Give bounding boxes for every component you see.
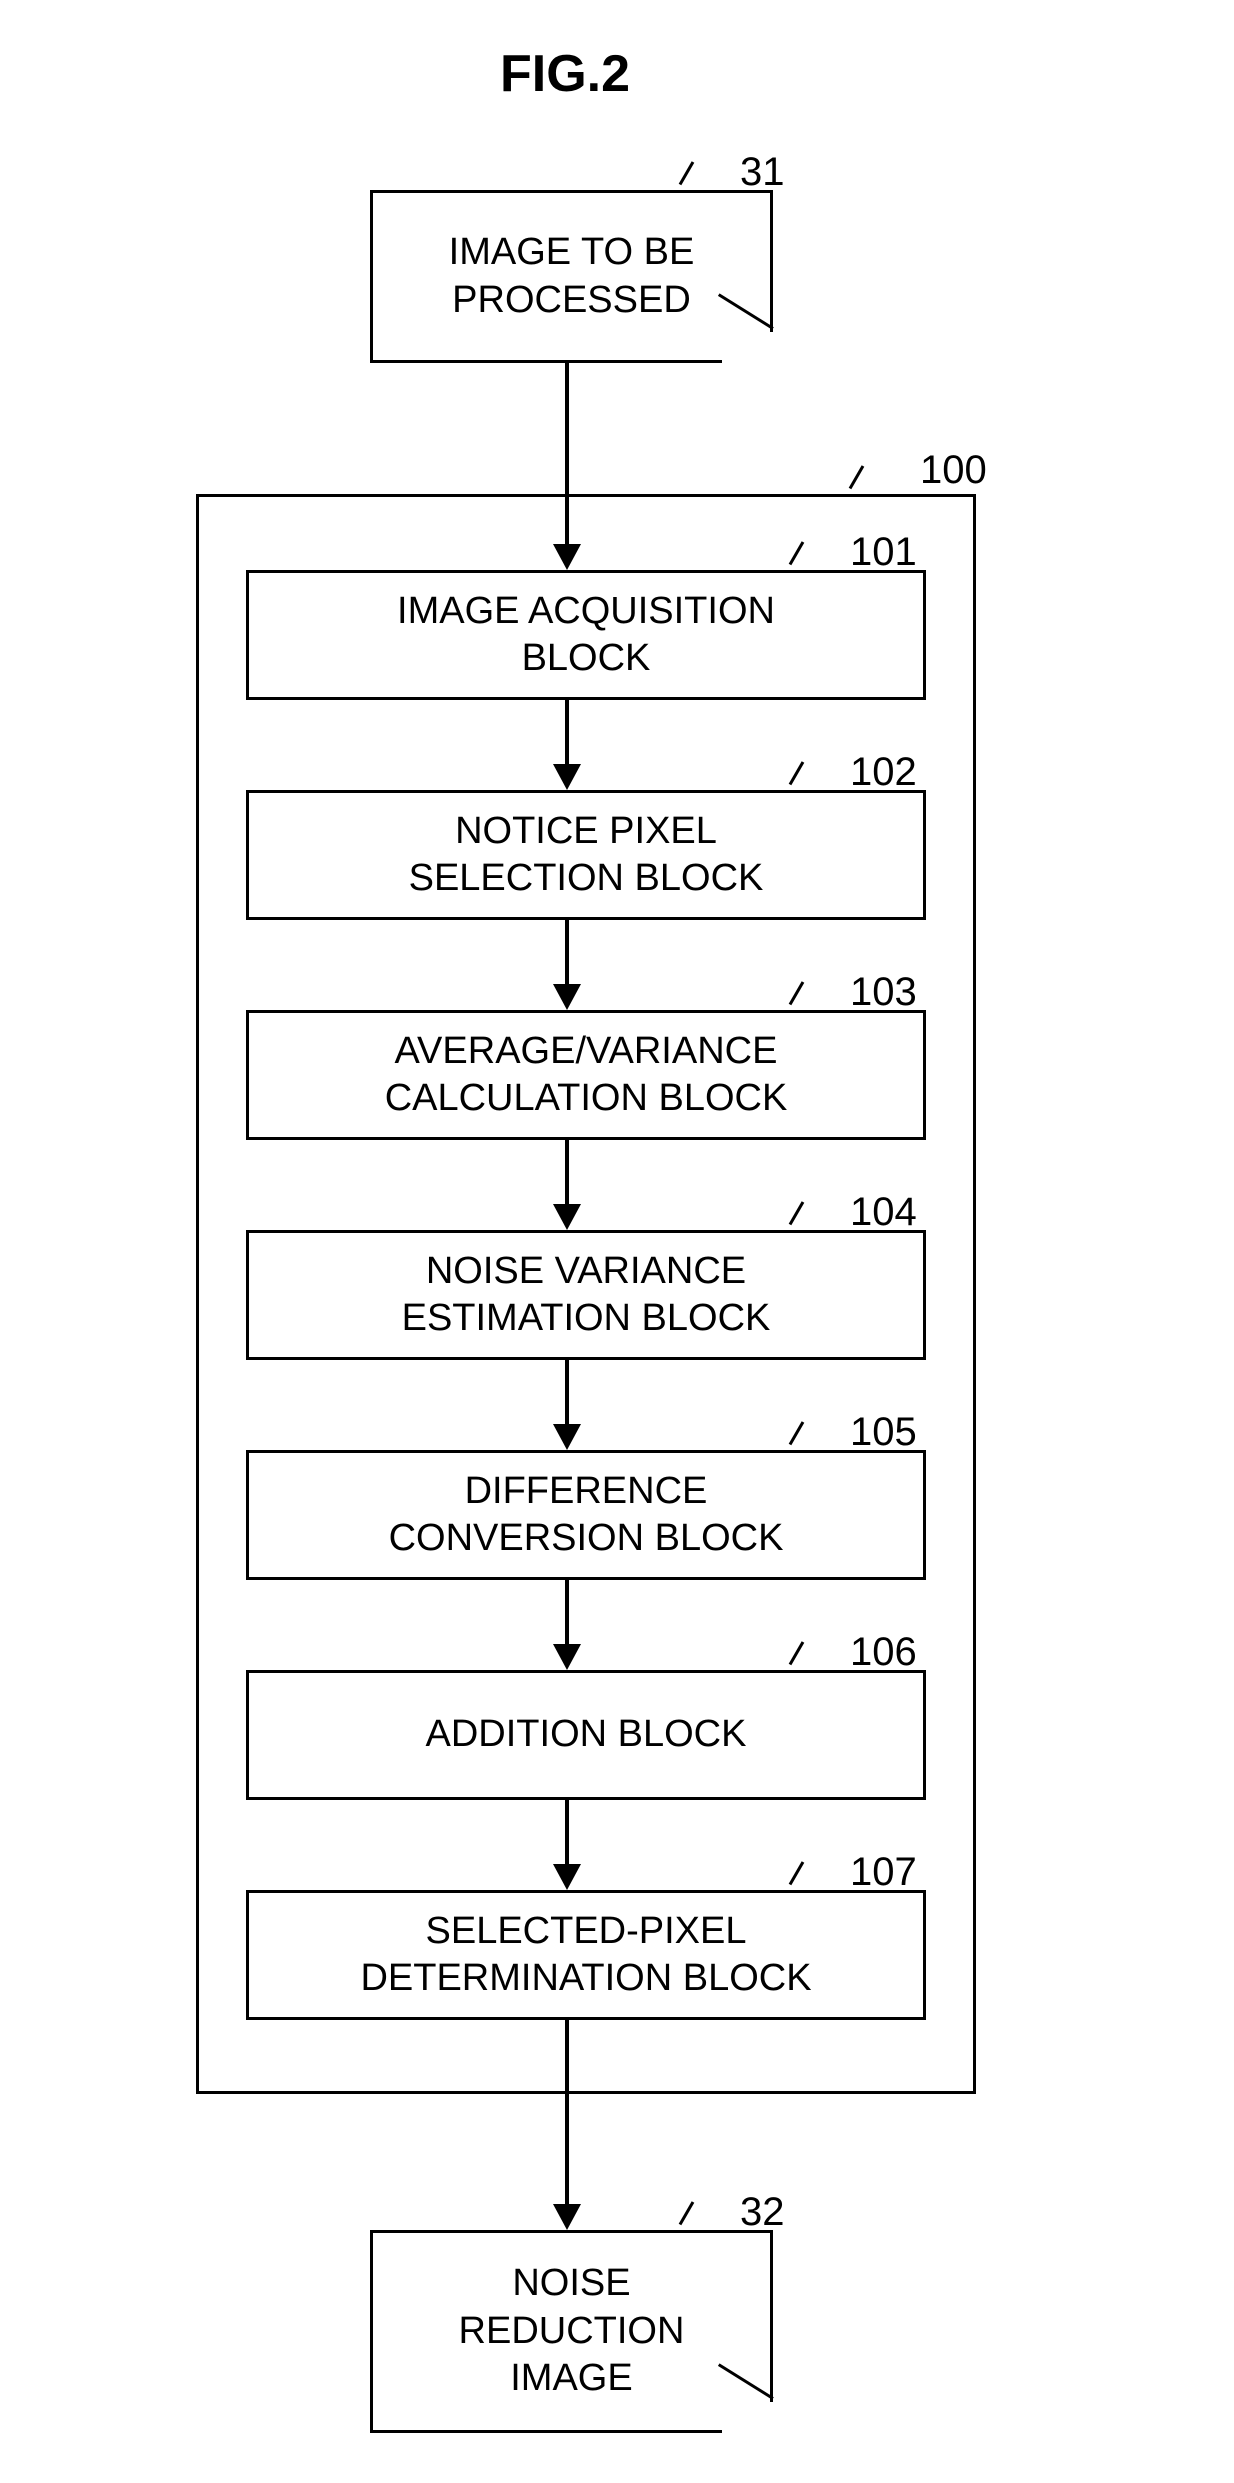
process-block-104: NOISE VARIANCE ESTIMATION BLOCK	[246, 1230, 926, 1360]
ref-label: 31	[740, 150, 785, 195]
arrow-head-icon	[553, 984, 581, 1010]
ref-tick	[849, 465, 865, 489]
dogear-icon	[720, 2398, 774, 2434]
arrow-line	[565, 1140, 569, 1206]
figure-title: FIG.2	[500, 44, 630, 104]
dogear-icon	[720, 328, 774, 364]
block-label: AVERAGE/VARIANCE CALCULATION BLOCK	[385, 1028, 788, 1123]
arrow-head-icon	[553, 1424, 581, 1450]
arrow-line	[565, 2020, 569, 2206]
process-block-103: AVERAGE/VARIANCE CALCULATION BLOCK	[246, 1010, 926, 1140]
ref-label: 103	[850, 970, 917, 1015]
arrow-line	[565, 1360, 569, 1426]
doc-border-seg	[770, 190, 773, 332]
block-label: DIFFERENCE CONVERSION BLOCK	[389, 1468, 784, 1563]
arrow-line	[565, 360, 569, 546]
arrow-head-icon	[553, 2204, 581, 2230]
ref-label: 102	[850, 750, 917, 795]
input-doc-label: IMAGE TO BE PROCESSED	[449, 229, 695, 324]
input-doc: IMAGE TO BE PROCESSED	[370, 190, 770, 360]
arrow-line	[565, 1580, 569, 1646]
arrow-head-icon	[553, 764, 581, 790]
arrow-line	[565, 700, 569, 766]
process-block-107: SELECTED-PIXEL DETERMINATION BLOCK	[246, 1890, 926, 2020]
block-label: ADDITION BLOCK	[426, 1711, 747, 1759]
block-label: IMAGE ACQUISITION BLOCK	[397, 588, 775, 683]
doc-border-seg	[370, 360, 722, 363]
ref-label: 104	[850, 1190, 917, 1235]
process-block-101: IMAGE ACQUISITION BLOCK	[246, 570, 926, 700]
ref-label: 101	[850, 530, 917, 575]
dogear-line	[718, 2363, 774, 2399]
ref-label: 100	[920, 448, 987, 493]
doc-border-seg	[770, 2230, 773, 2402]
ref-label: 32	[740, 2190, 785, 2235]
ref-tick	[679, 161, 695, 185]
doc-border-seg	[370, 2430, 722, 2433]
arrow-head-icon	[553, 1644, 581, 1670]
arrow-head-icon	[553, 1204, 581, 1230]
arrow-head-icon	[553, 544, 581, 570]
ref-label: 105	[850, 1410, 917, 1455]
process-block-106: ADDITION BLOCK	[246, 1670, 926, 1800]
arrow-line	[565, 920, 569, 986]
arrow-head-icon	[553, 1864, 581, 1890]
process-block-105: DIFFERENCE CONVERSION BLOCK	[246, 1450, 926, 1580]
block-label: NOTICE PIXEL SELECTION BLOCK	[409, 808, 764, 903]
block-label: SELECTED-PIXEL DETERMINATION BLOCK	[360, 1908, 811, 2003]
ref-label: 107	[850, 1850, 917, 1895]
ref-tick	[679, 2201, 695, 2225]
output-doc-label: NOISE REDUCTION IMAGE	[459, 2260, 685, 2403]
output-doc: NOISE REDUCTION IMAGE	[370, 2230, 770, 2430]
ref-label: 106	[850, 1630, 917, 1675]
dogear-line	[718, 293, 774, 329]
process-block-102: NOTICE PIXEL SELECTION BLOCK	[246, 790, 926, 920]
arrow-line	[565, 1800, 569, 1866]
block-label: NOISE VARIANCE ESTIMATION BLOCK	[402, 1248, 771, 1343]
